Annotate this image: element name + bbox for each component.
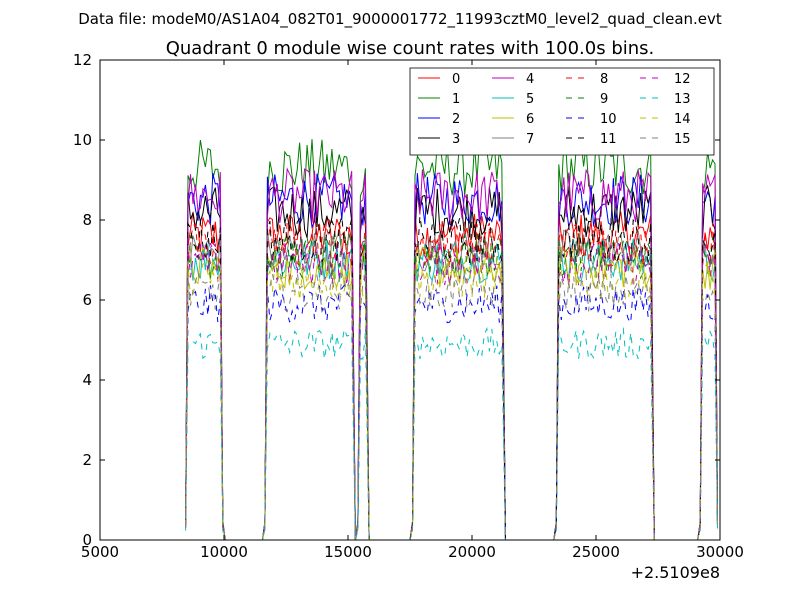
legend-label-10: 10 <box>600 112 617 127</box>
series-line-14 <box>185 258 718 540</box>
y-tick-label: 6 <box>82 291 92 309</box>
legend-label-0: 0 <box>452 72 460 87</box>
legend-label-8: 8 <box>600 72 608 87</box>
x-axis: 5000 10000 15000 20000 25000 30000 <box>81 60 744 561</box>
series-line-3 <box>185 184 718 540</box>
series-line-11 <box>185 215 718 540</box>
series-line-12 <box>185 242 718 540</box>
series-line-6 <box>185 246 718 540</box>
x-tick-label: 20000 <box>448 543 496 561</box>
y-tick-label: 2 <box>82 451 92 469</box>
series-line-1 <box>185 138 718 540</box>
legend-label-3: 3 <box>452 132 460 147</box>
y-tick-label: 4 <box>82 371 92 389</box>
series-line-8 <box>185 221 718 540</box>
y-tick-label: 8 <box>82 211 92 229</box>
legend-label-5: 5 <box>526 92 534 107</box>
legend-label-13: 13 <box>674 92 691 107</box>
legend-label-2: 2 <box>452 112 460 127</box>
legend-label-14: 14 <box>674 112 691 127</box>
x-offset-text: +2.5109e8 <box>631 563 720 582</box>
legend-label-6: 6 <box>526 112 534 127</box>
legend-label-9: 9 <box>600 92 608 107</box>
y-tick-label: 12 <box>73 51 92 69</box>
x-tick-label: 10000 <box>200 543 248 561</box>
y-tick-label: 10 <box>73 131 92 149</box>
chart-title: Quadrant 0 module wise count rates with … <box>166 38 655 59</box>
legend-frame <box>409 67 715 156</box>
series-line-15 <box>185 271 718 540</box>
legend-label-1: 1 <box>452 92 460 107</box>
x-tick-label: 30000 <box>696 543 744 561</box>
x-tick-label: 15000 <box>324 543 372 561</box>
legend-label-4: 4 <box>526 72 534 87</box>
series-line-10 <box>185 284 718 540</box>
legend-label-7: 7 <box>526 132 534 147</box>
series-line-4 <box>185 167 718 540</box>
legend-label-12: 12 <box>674 72 691 87</box>
y-tick-label: 0 <box>82 531 92 549</box>
series-line-13 <box>185 326 718 540</box>
series-layer <box>185 138 718 540</box>
x-tick-label: 5000 <box>81 543 119 561</box>
chart-suptitle: Data file: modeM0/AS1A04_082T01_90000017… <box>78 10 722 29</box>
legend-label-11: 11 <box>600 132 617 147</box>
x-tick-label: 25000 <box>572 543 620 561</box>
legend-label-15: 15 <box>674 132 691 147</box>
